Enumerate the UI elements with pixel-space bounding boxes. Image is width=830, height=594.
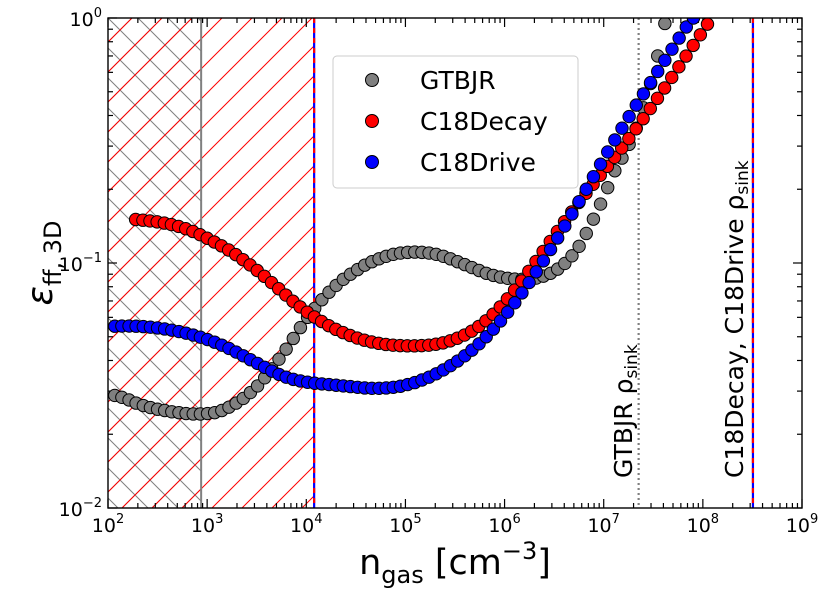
legend-box: [332, 55, 579, 189]
point-c18drive: [550, 231, 565, 245]
x-tick-label: 107: [587, 512, 619, 537]
point-c18drive: [679, 20, 694, 34]
point-c18drive: [629, 98, 643, 112]
point-c18decay: [650, 91, 665, 106]
legend-marker-c18decay: [365, 114, 379, 128]
x-tick-label: 106: [488, 512, 520, 537]
point-gtbjr: [586, 212, 601, 226]
point-c18decay: [622, 131, 636, 146]
point-c18drive: [529, 265, 543, 279]
point-c18decay: [686, 38, 700, 53]
plot-frame: [107, 17, 803, 509]
point-c18drive: [586, 170, 601, 184]
point-gtbjr: [279, 342, 293, 356]
y-axis-label: εff, 3D: [20, 220, 67, 305]
point-c18drive: [651, 64, 665, 79]
annotation-gtbjr-sink: GTBJR ρsink: [609, 344, 642, 478]
point-c18decay: [629, 122, 643, 136]
point-gtbjr: [286, 331, 300, 346]
point-c18decay: [665, 70, 679, 85]
point-gtbjr: [565, 249, 579, 263]
hatched-regions: [108, 18, 315, 508]
point-gtbjr: [272, 352, 286, 366]
y-tick-label: 100: [70, 6, 102, 31]
point-c18decay: [672, 60, 686, 74]
x-tick-label: 103: [191, 512, 223, 537]
legend-marker-c18drive: [365, 155, 379, 169]
point-c18drive: [522, 275, 536, 290]
point-c18drive: [615, 121, 629, 135]
x-axis-label: ngas [cm−3]: [359, 537, 551, 589]
point-c18decay: [693, 28, 708, 42]
point-c18drive: [493, 314, 508, 328]
point-c18drive: [600, 145, 615, 159]
legend-label-c18drive: C18Drive: [420, 148, 536, 177]
x-tick-label: 105: [389, 512, 421, 537]
point-c18drive: [500, 305, 515, 319]
legend-marker-gtbjr: [365, 73, 379, 87]
point-c18drive: [686, 18, 701, 25]
point-gtbjr: [572, 239, 586, 253]
scatter-points: [108, 18, 715, 421]
point-c18decay: [700, 18, 715, 31]
x-tick-label: 102: [92, 512, 124, 537]
point-c18drive: [558, 219, 572, 233]
point-c18drive: [565, 207, 579, 221]
point-c18decay: [657, 81, 672, 95]
point-c18decay: [643, 101, 658, 116]
point-c18drive: [593, 157, 608, 171]
point-c18drive: [665, 42, 679, 56]
point-c18drive: [608, 133, 622, 147]
point-c18drive: [643, 75, 658, 90]
point-c18drive: [658, 53, 672, 67]
point-c18decay: [636, 112, 650, 126]
legend: GTBJR C18Decay C18Drive: [332, 55, 579, 189]
point-c18drive: [636, 87, 651, 101]
point-gtbjr: [293, 320, 308, 335]
point-c18drive: [508, 296, 522, 310]
hatched-region-diagonal: [108, 18, 315, 508]
point-gtbjr: [579, 226, 593, 241]
x-tick-label: 109: [786, 512, 818, 537]
x-tick-label: 108: [687, 512, 719, 537]
annotation-c18-sink: C18Decay, C18Drive ρsink: [720, 160, 753, 478]
point-c18drive: [515, 286, 529, 300]
point-c18drive: [536, 254, 551, 268]
point-c18drive: [543, 242, 558, 257]
point-c18drive: [672, 31, 686, 45]
point-c18drive: [572, 194, 586, 209]
point-c18drive: [579, 182, 593, 196]
legend-label-gtbjr: GTBJR: [420, 66, 496, 95]
y-tick-label: 10−2: [59, 496, 102, 521]
point-gtbjr: [600, 180, 615, 195]
legend-label-c18decay: C18Decay: [420, 107, 548, 136]
point-c18drive: [622, 109, 636, 124]
y-tick-label: 10−1: [59, 251, 102, 276]
point-gtbjr: [658, 18, 672, 31]
tick-labels: 102 103 104 105 106 107 108 109 10−2 10−1 100: [59, 6, 819, 537]
point-gtbjr: [593, 197, 608, 211]
x-tick-label: 104: [290, 512, 322, 537]
point-c18decay: [679, 49, 693, 63]
